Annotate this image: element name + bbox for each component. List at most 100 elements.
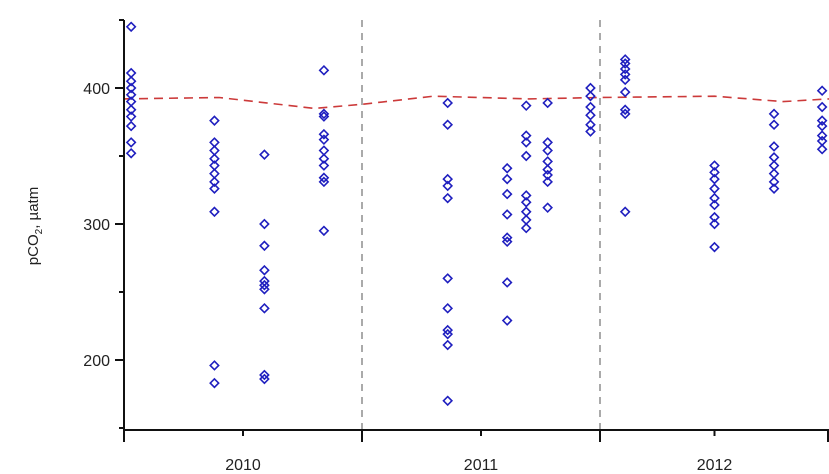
data-point [619,69,631,80]
period-dividers [361,20,601,430]
data-point [816,143,828,155]
data-point [259,302,270,314]
y-ticks: 200 300 400 [83,19,124,429]
data-point [501,277,513,288]
data-point [619,104,631,116]
data-point [501,209,513,220]
data-point [318,128,330,140]
data-point [125,89,137,101]
data-point [442,324,454,336]
data-point [318,225,330,237]
data-point [442,302,454,314]
data-point [501,188,513,200]
data-point [318,64,330,76]
data-point [816,130,828,141]
data-point [442,173,454,185]
data-point [442,328,454,340]
data-point [442,339,454,351]
data-point [209,206,220,218]
data-point [501,315,513,326]
data-point [619,58,631,69]
data-point [768,176,780,188]
y-axis-title: pCO2, µatm [25,187,45,265]
data-point [585,119,596,131]
data-point [542,164,553,175]
data-point [442,192,454,204]
data-point [768,119,780,131]
data-point [709,218,720,230]
data-point [259,240,270,252]
data-point [520,190,532,201]
data-point [318,160,330,171]
data-point [318,111,330,122]
data-point [318,153,330,165]
data-point [209,377,220,389]
data-point [520,100,532,112]
data-point [619,86,631,98]
data-point [259,373,270,385]
data-point [542,169,553,181]
x-tick-label: 2011 [464,457,499,474]
data-point [442,97,454,109]
data-point [442,180,454,192]
y-tick-label: 400 [83,81,110,98]
data-point [442,395,454,407]
data-point [209,183,220,194]
data-point [709,192,720,204]
data-point [768,141,780,152]
data-point [259,149,270,160]
data-point [209,176,220,188]
data-point [125,137,137,148]
data-point [501,162,513,174]
data-point [520,150,532,162]
data-point [125,82,137,94]
y-tick-label: 300 [83,217,110,234]
data-point [585,90,596,102]
data-point [125,21,137,33]
data-point [209,360,220,371]
data-point [501,173,513,185]
data-point [501,232,513,243]
data-point [619,63,631,75]
data-point [125,75,137,87]
data-point [259,369,270,381]
data-point [619,206,631,218]
data-point [209,115,220,126]
data-points-layer [125,21,828,407]
data-point [520,137,532,148]
data-point [709,183,720,194]
data-point [259,264,270,276]
data-point [709,166,720,178]
data-point [209,153,220,165]
data-point [709,241,720,253]
data-point [542,145,553,156]
data-point [816,115,828,126]
data-point [619,108,631,120]
data-point [585,126,596,137]
data-point [816,85,828,97]
data-point [259,283,270,295]
data-point [816,101,828,113]
data-point [542,176,553,188]
data-point [125,104,137,116]
data-point [768,183,780,194]
data-point [619,74,631,86]
data-point [520,222,532,234]
data-point [709,199,720,211]
data-point [318,176,330,188]
data-point [259,218,270,230]
data-point [442,119,454,131]
x-tick-label: 2010 [225,457,261,474]
data-point [709,160,720,171]
data-point [816,120,828,132]
x-tick-label: 2012 [697,457,733,474]
data-point [259,279,270,291]
data-point [318,134,330,146]
data-point [125,147,137,159]
data-point [709,211,720,223]
data-point [542,202,553,214]
reference-dashed-line [123,95,829,110]
data-point [318,172,330,184]
data-point [542,97,553,109]
